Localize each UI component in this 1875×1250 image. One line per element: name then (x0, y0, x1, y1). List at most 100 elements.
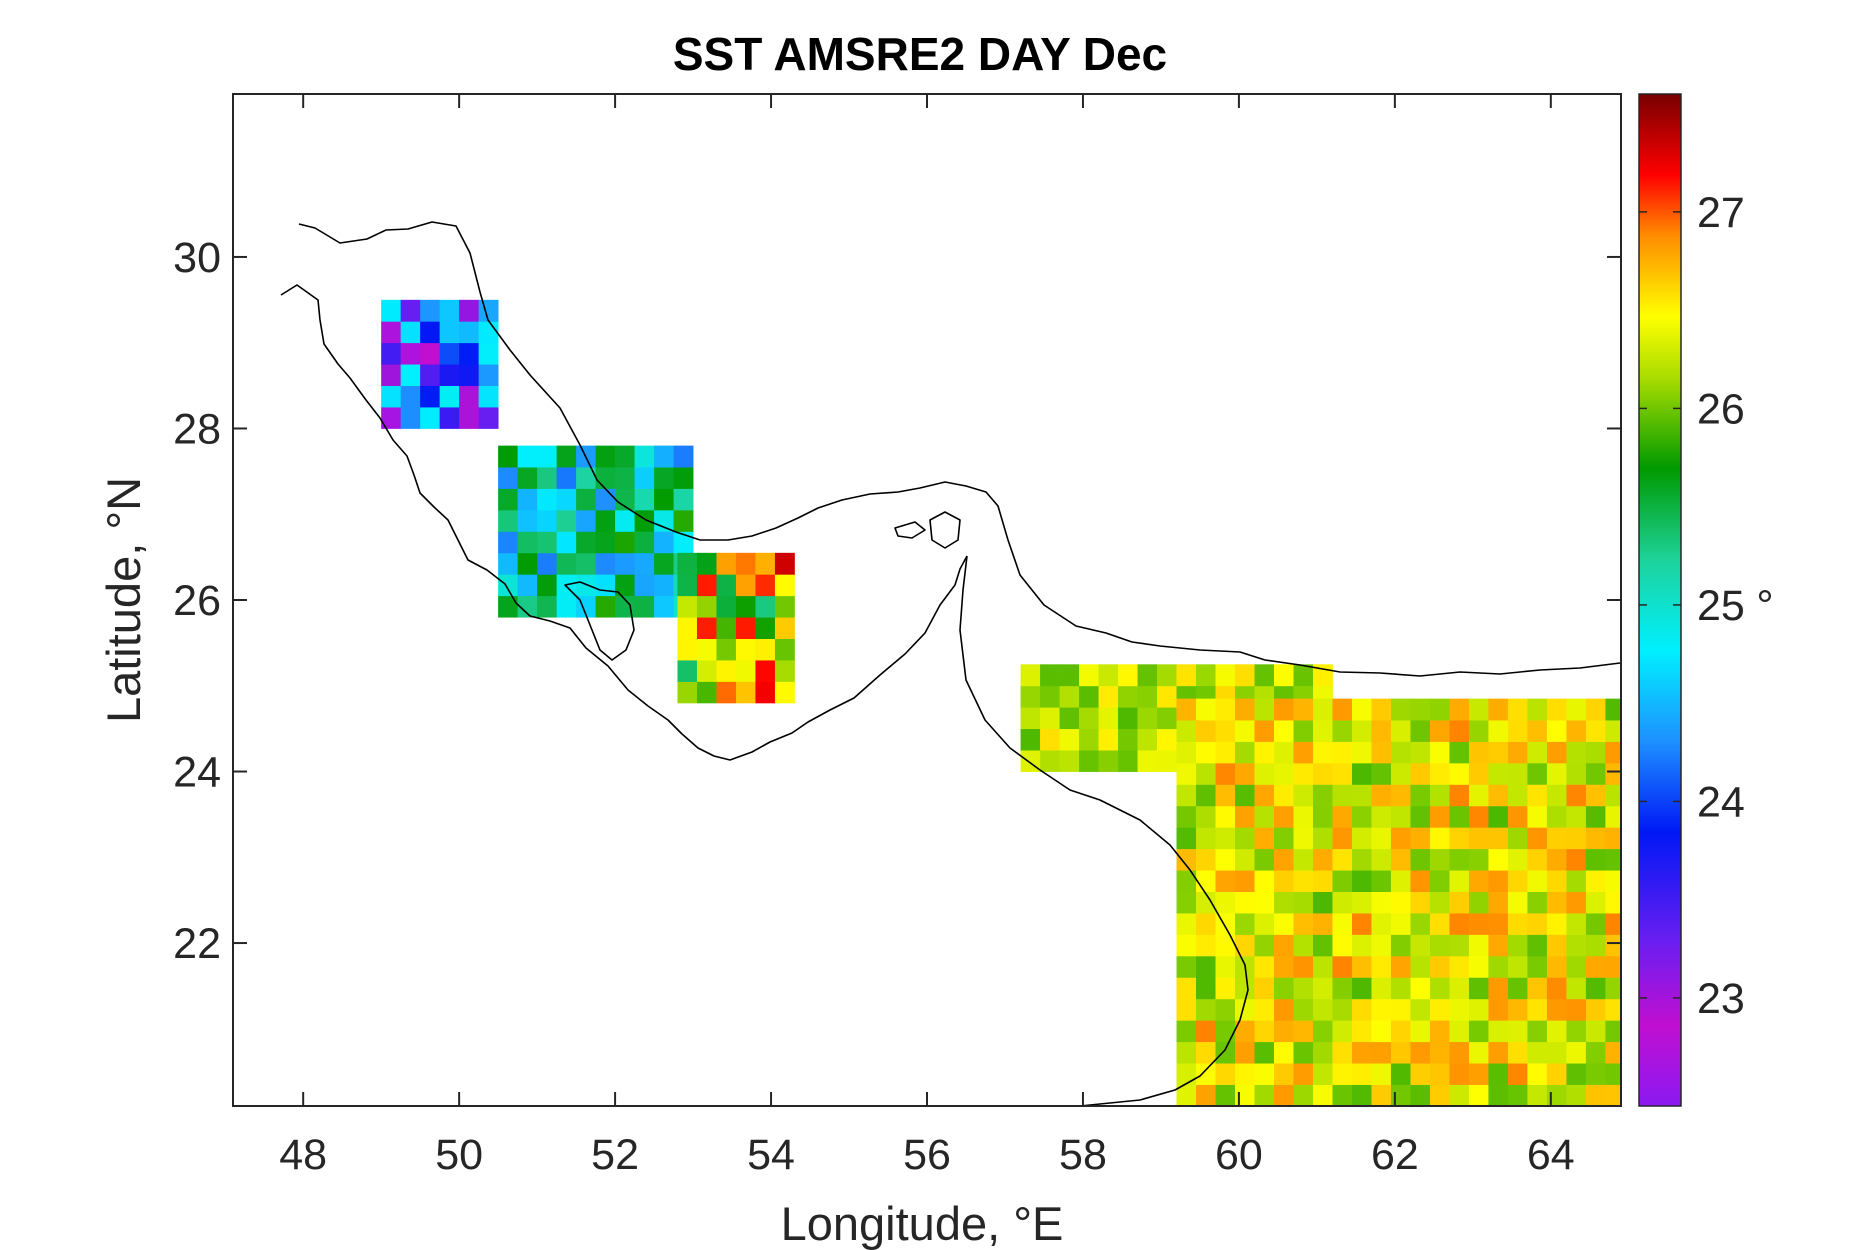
sst-cell (1527, 913, 1548, 935)
sst-cell (735, 660, 756, 682)
sst-cell (1059, 707, 1080, 730)
sst-cell (1410, 870, 1431, 892)
sst-cell (1351, 784, 1372, 807)
sst-cell (1429, 955, 1450, 978)
y-tick-label: 30 (173, 234, 221, 282)
sst-cell (1546, 698, 1567, 721)
sst-cell (1351, 934, 1372, 957)
sst-cell (1118, 664, 1138, 687)
sst-cell (595, 574, 616, 597)
sst-cell (1605, 848, 1622, 871)
sst-cell (1507, 827, 1528, 850)
sst-cell (478, 321, 499, 344)
sst-cell (1196, 664, 1216, 687)
sst-cell (1040, 685, 1060, 708)
sst-cell (673, 488, 694, 511)
sst-cell (1488, 870, 1509, 892)
coastline-oman-east (959, 555, 1249, 1107)
sst-cell (400, 342, 421, 365)
sst-cell (1585, 1020, 1606, 1043)
sst-cell (1390, 1020, 1411, 1043)
sst-cell (1527, 1020, 1548, 1043)
sst-cell (1235, 913, 1255, 935)
sst-cell (1390, 934, 1411, 957)
sst-cell (1468, 1041, 1489, 1064)
sst-cell (1293, 1084, 1314, 1107)
sst-cell (1429, 762, 1450, 785)
sst-cell (1215, 1041, 1236, 1064)
sst-cell (1429, 741, 1450, 764)
sst-cell (1429, 977, 1450, 1000)
sst-cell (774, 552, 795, 575)
sst-cell (1176, 934, 1197, 957)
sst-cell (1293, 698, 1314, 721)
sst-cell (1605, 870, 1622, 892)
sst-cell (1605, 955, 1622, 978)
sst-cell (1293, 1020, 1314, 1043)
sst-cell (1274, 870, 1294, 892)
sst-cell (677, 638, 698, 661)
sst-cell (1351, 1063, 1372, 1085)
sst-cell (1390, 805, 1411, 828)
sst-cell (1488, 784, 1509, 807)
sst-cell (1371, 870, 1392, 892)
sst-cell (1293, 1041, 1314, 1064)
sst-cell (677, 574, 698, 597)
sst-cell (1176, 805, 1197, 828)
sst-cell (1527, 805, 1548, 828)
y-tick-label: 28 (173, 405, 221, 453)
sst-cell (1429, 784, 1450, 807)
sst-cell (537, 488, 558, 511)
sst-cell (1040, 664, 1060, 687)
sst-cell (420, 342, 441, 365)
sst-cell (1605, 720, 1622, 742)
sst-cell (1566, 827, 1587, 850)
sst-cell (1605, 1041, 1622, 1064)
sst-cell (1449, 762, 1470, 785)
sst-cell (634, 595, 655, 618)
sst-cell (517, 574, 538, 597)
sst-cell (755, 617, 776, 639)
sst-cell (1312, 762, 1333, 785)
sst-cell (1546, 955, 1567, 978)
sst-cell (595, 467, 616, 489)
sst-cell (1468, 1084, 1489, 1107)
sst-cell (1390, 848, 1411, 871)
sst-cell (420, 321, 441, 344)
sst-cell (1605, 1020, 1622, 1043)
sst-cell (1566, 720, 1587, 742)
sst-cell (1468, 1063, 1489, 1085)
sst-cell (735, 552, 756, 575)
sst-cell (1468, 913, 1489, 935)
sst-cell (1546, 998, 1567, 1021)
sst-cell (1351, 805, 1372, 828)
sst-cell (1274, 1063, 1294, 1085)
sst-cell (1488, 955, 1509, 978)
sst-cell (556, 552, 577, 575)
sst-cell (1527, 720, 1548, 742)
sst-cell (1527, 891, 1548, 914)
sst-cell (1390, 1063, 1411, 1085)
sst-cell (1235, 998, 1255, 1021)
sst-cell (595, 552, 616, 575)
sst-cell (615, 445, 635, 468)
sst-cell (1020, 707, 1041, 730)
sst-cell (459, 299, 480, 322)
sst-cell (634, 509, 655, 532)
sst-cell (1196, 934, 1216, 957)
sst-cell (1507, 913, 1528, 935)
sst-cell (381, 342, 402, 365)
sst-cell (1410, 827, 1431, 850)
sst-cell (696, 552, 717, 575)
sst-cell (1293, 1063, 1314, 1085)
sst-cell (1235, 698, 1255, 721)
sst-cell (1605, 827, 1622, 850)
sst-cell (774, 638, 795, 661)
sst-cell (1429, 913, 1450, 935)
sst-cell (1215, 805, 1236, 828)
sst-cell (1176, 1020, 1197, 1043)
sst-cell (1176, 1041, 1197, 1064)
sst-cell (1585, 891, 1606, 914)
sst-cell (1274, 827, 1294, 850)
sst-cell (735, 638, 756, 661)
